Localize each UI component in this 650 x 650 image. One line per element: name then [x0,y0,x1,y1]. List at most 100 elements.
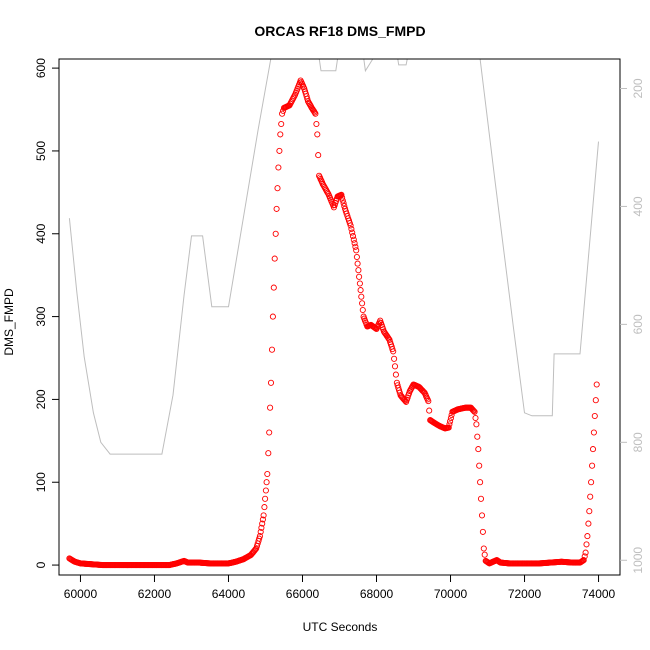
data-point [356,273,363,280]
y-tick-label: 600 [34,58,48,78]
data-point [349,233,357,240]
data-point [274,185,281,192]
data-point [391,355,398,362]
right-tick-label: 800 [631,432,645,452]
data-point [472,414,479,422]
right-axis: 200 400 600 800 1000 [620,78,645,574]
data-point [358,293,365,300]
y-tick-label: 300 [34,306,48,326]
data-point [481,551,488,558]
y-tick-label: 100 [34,472,48,492]
data-point [471,408,478,415]
data-point [267,379,275,386]
data-point [470,407,477,415]
data-point [262,487,269,494]
data-point [581,553,588,560]
data-point [426,407,433,414]
data-point [588,479,595,486]
data-point [258,524,265,531]
data-point [259,520,266,527]
data-point [353,253,360,261]
data-point [475,446,482,453]
data-point [480,545,487,552]
data-point [340,200,347,207]
data-point [271,255,278,262]
data-point [348,225,355,233]
right-tick-label: 1000 [631,547,645,574]
data-point [355,267,362,274]
data-point [583,541,590,548]
data-point [593,381,600,388]
data-point [277,131,284,138]
data-point [304,95,311,102]
data-point [311,109,318,116]
data-point [339,197,346,204]
data-point [479,528,486,535]
data-point [275,164,282,171]
data-point [477,495,485,502]
x-tick-label: 70000 [434,587,468,601]
data-point [473,421,480,428]
data-point [276,147,283,154]
x-tick-label: 68000 [360,587,394,601]
data-point [279,110,286,117]
right-tick-label: 600 [631,314,645,334]
data-point [268,346,276,353]
data-point [390,348,397,355]
data-point [256,535,263,542]
data-point [359,300,366,307]
x-tick-label: 60000 [64,587,98,601]
data-point [351,240,358,247]
data-point [349,229,356,236]
data-point [263,479,270,486]
data-point [586,508,593,515]
data-point [476,462,483,469]
data-point [261,504,268,511]
data-point [445,424,452,431]
data-point [591,412,598,420]
data-point [592,397,599,404]
data-point [262,495,269,502]
data-point [585,520,592,527]
data-point [470,407,477,414]
data-point [269,313,276,320]
data-point [357,287,364,294]
data-point [584,533,591,540]
chart-title: ORCAS RF18 DMS_FMPD [254,23,425,39]
data-point [580,557,587,564]
data-point [278,120,285,128]
data-point [265,450,272,457]
plot-frame [58,58,621,576]
data-point [447,418,454,425]
data-point [446,421,453,428]
data-point [352,243,359,250]
y-tick-label: 400 [34,223,48,243]
y-tick-label: 0 [34,561,48,568]
data-point [267,404,274,411]
altitude-line [68,59,599,455]
data-point [273,205,280,212]
data-point [314,131,321,138]
data-point [257,528,264,535]
x-tick-label: 74000 [582,587,616,601]
right-tick-label: 400 [631,196,645,216]
data-point [478,512,486,519]
data-point [313,120,320,128]
data-point [312,110,319,117]
data-point [587,493,594,500]
x-tick-label: 64000 [212,587,246,601]
x-tick-label: 66000 [286,587,320,601]
data-point [589,446,597,453]
data-point [259,516,266,523]
data-point [353,247,360,254]
data-point [589,462,596,469]
y-tick-label: 200 [34,389,48,409]
data-point [590,429,597,436]
data-point [425,398,432,405]
data-point [264,470,271,478]
x-axis: 60000 62000 64000 66000 68000 70000 72000 74000 [64,575,616,601]
y-tick-label: 500 [34,141,48,161]
data-point [339,194,346,201]
data-point [356,280,363,287]
